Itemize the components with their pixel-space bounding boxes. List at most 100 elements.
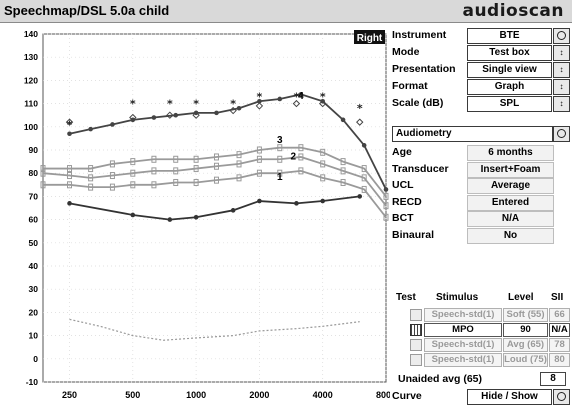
audiometry-field[interactable]: Audiometry [392,126,553,142]
y-tick-label: 100 [24,122,38,132]
title-bar: Speechmap/DSL 5.0a child audioscan [0,0,572,23]
setting-value[interactable]: Graph [467,79,552,95]
data-point [173,167,179,175]
hide-show-field[interactable]: Hide / Show [467,389,552,405]
audiometry-field-value[interactable]: Average [467,178,554,194]
series-line-3 [43,169,387,218]
data-point [40,165,46,173]
audiometry-row[interactable]: Audiometry [390,126,572,142]
data-point [256,169,262,177]
data-point [236,174,242,182]
speechmap-chart: 1401301201101009080706050403020100-10250… [24,29,390,400]
data-point [193,165,199,173]
setting-value[interactable]: Test box [467,45,552,61]
audiometry-button[interactable] [553,126,570,142]
curve-label: 3 [277,135,283,146]
y-tick-label: 20 [29,307,39,317]
data-point [167,217,173,222]
data-point [67,131,72,137]
ucl-asterisk-icon: * [230,98,236,111]
level-cell[interactable]: Loud (75) [503,353,548,367]
x-tick-label: 250 [62,390,77,400]
level-cell[interactable]: Avg (65) [503,338,548,352]
audiometry-row-1: Transducer Insert+Foam [390,161,572,178]
y-tick-label: 30 [29,284,39,294]
x-tick-label: 1000 [186,390,206,400]
test-checkbox[interactable] [410,309,422,321]
audiometry-field-value[interactable]: Insert+Foam [467,161,554,178]
series-line-2 [42,156,387,207]
level-header: Level [508,292,534,303]
data-point [213,153,219,161]
audiometry-row-5: Binaural No [390,227,572,244]
stimulus-cell[interactable]: MPO [424,323,502,337]
hide-show-button[interactable] [553,389,570,405]
spin-arrows-icon[interactable]: ↕ [553,79,570,95]
stimulus-cell[interactable]: Speech-std(1) [424,308,502,322]
data-point [109,183,115,191]
data-point [236,160,242,168]
audiometry-row-3: RECD Entered [390,194,572,211]
data-point [383,192,389,200]
setting-row-2: Presentation Single view ↕ [390,62,572,78]
sii-cell: 80 [549,353,570,367]
y-tick-label: 70 [29,191,39,201]
diamond-marker-icon [129,113,137,122]
test-checkbox[interactable] [410,324,422,336]
audiometry-field-value[interactable]: 6 months [467,145,554,161]
spin-arrows-icon[interactable]: ↕ [553,62,570,78]
stimulus-header: Stimulus [436,292,479,303]
data-point [257,198,262,204]
data-point [320,160,326,168]
audiometry-field-label: UCL [392,179,414,191]
level-cell[interactable]: 90 [503,323,548,337]
diamond-marker-icon [356,118,364,126]
stimulus-cell[interactable]: Speech-std(1) [424,338,502,352]
spin-arrows-icon[interactable]: ↕ [553,96,570,112]
select-button[interactable] [553,28,570,44]
data-point [298,144,304,152]
audiometry-field-value[interactable]: Entered [467,194,554,211]
data-point [340,178,346,186]
y-tick-label: 50 [29,238,39,248]
data-point [213,176,219,184]
setting-value[interactable]: Single view [467,62,552,78]
data-point [151,155,157,163]
data-point [130,169,136,177]
stimulus-cell[interactable]: Speech-std(1) [424,353,502,367]
data-point [67,181,73,189]
ucl-asterisk-icon: * [257,91,263,104]
audiometry-field-value[interactable]: No [467,227,554,244]
diamond-marker-icon [166,111,174,119]
audiometry-field-label: Binaural [392,228,435,241]
y-tick-label: 130 [24,52,38,62]
setting-value[interactable]: BTE [467,28,552,44]
curve-label: 2 [291,151,297,162]
audiometry-field-label: Age [392,146,412,158]
y-tick-label: 60 [29,215,39,225]
level-cell[interactable]: Soft (55) [503,308,548,322]
ucl-asterisk-icon: * [320,91,326,104]
data-point [40,169,46,177]
data-point [88,174,94,182]
data-point [130,158,136,166]
data-point [193,155,199,163]
data-point [361,143,367,148]
setting-value[interactable]: SPL [467,96,552,112]
test-checkbox[interactable] [410,339,422,351]
spin-arrows-icon[interactable]: ↕ [553,45,570,61]
data-point [67,201,72,206]
sii-cell: 66 [549,308,570,322]
curve-row: Curve Hide / Show [390,389,572,405]
data-point [213,162,219,170]
audiometry-field-label: RECD [392,195,422,208]
audiometry-field-value[interactable]: N/A [467,211,554,227]
data-point [383,202,389,210]
test-checkbox[interactable] [410,354,422,366]
x-tick-label: 8000 [376,390,390,400]
diamond-marker-icon [65,118,74,126]
audiometry-row-2: UCL Average [390,178,572,194]
y-tick-label: 40 [29,261,39,271]
x-tick-label: 500 [125,390,140,400]
